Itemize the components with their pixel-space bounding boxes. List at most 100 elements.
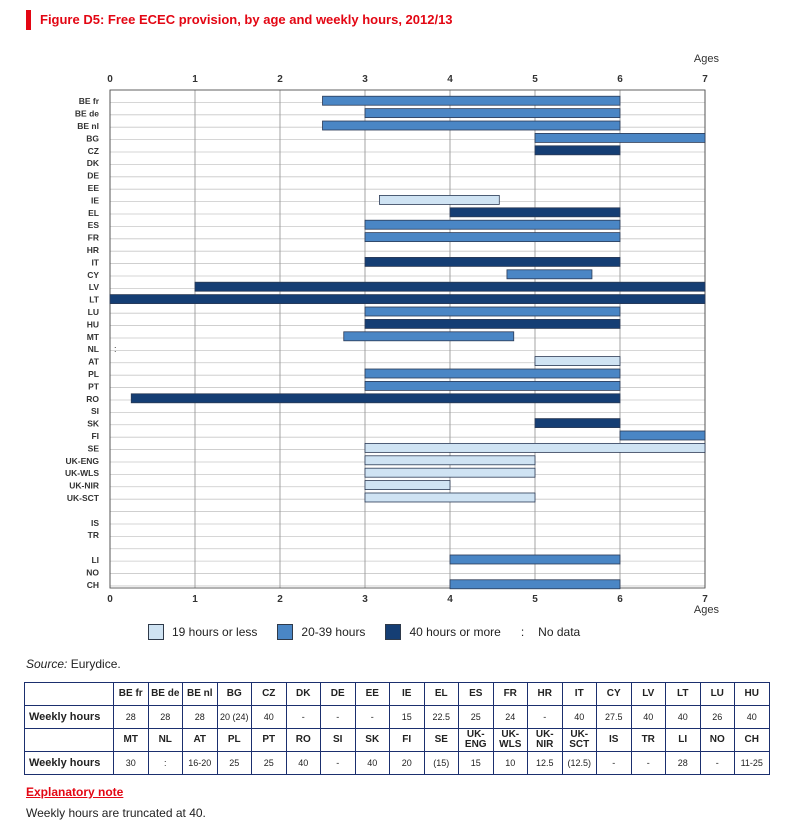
row-label: ES bbox=[88, 220, 100, 230]
range-bar-fi bbox=[619, 430, 706, 441]
row-label: FI bbox=[91, 431, 99, 441]
source-text: Eurydice. bbox=[70, 657, 121, 671]
row-label: HU bbox=[87, 319, 99, 329]
table-header-cell: SE bbox=[423, 728, 459, 752]
legend-label: 20-39 hours bbox=[301, 625, 366, 639]
row-label: DK bbox=[87, 158, 100, 168]
table-value-cell: 40 bbox=[354, 751, 390, 775]
top-tick-label: 7 bbox=[702, 74, 708, 85]
row-label: NL bbox=[88, 344, 99, 354]
table-value-cell: 16-20 bbox=[182, 751, 218, 775]
bottom-tick-label: 4 bbox=[447, 594, 453, 605]
row-label: CH bbox=[87, 580, 99, 590]
range-bar-pt bbox=[364, 380, 621, 391]
row-label: SK bbox=[87, 419, 100, 429]
row-label: DE bbox=[87, 171, 99, 181]
row-label: LI bbox=[91, 555, 99, 565]
table-header-cell: UK-WLS bbox=[492, 728, 528, 752]
table-value-cell: - bbox=[285, 705, 321, 729]
table-header-cell: FR bbox=[492, 682, 528, 706]
range-bar-el bbox=[449, 207, 621, 218]
table-row-label: Weekly hours bbox=[24, 751, 114, 775]
table-header-cell: CH bbox=[734, 728, 770, 752]
row-label: IE bbox=[91, 195, 99, 205]
range-bar-be-nl bbox=[322, 120, 621, 131]
explanatory-note-title: Explanatory note bbox=[26, 785, 124, 799]
table-row-label: Weekly hours bbox=[24, 705, 114, 729]
table-value-cell: - bbox=[527, 705, 563, 729]
legend-label: 40 hours or more bbox=[409, 625, 501, 639]
table-value-cell: 28 bbox=[147, 705, 183, 729]
table-row: Weekly hours 28 28 28 20 (24) 40- - -15 22.5 25 24… bbox=[24, 705, 770, 729]
row-label: TR bbox=[88, 530, 99, 540]
range-bar-bg bbox=[534, 133, 706, 143]
legend-swatch bbox=[385, 624, 402, 640]
range-bar-li bbox=[449, 554, 621, 565]
legend-swatch bbox=[148, 624, 164, 640]
table-header-cell: ES bbox=[458, 682, 494, 706]
range-bar-uk-nir bbox=[364, 480, 451, 490]
row-label: EL bbox=[88, 208, 99, 218]
row-label: UK-WLS bbox=[65, 468, 99, 478]
range-bar-cy bbox=[506, 269, 593, 280]
weekly-hours-table: BE fr BE de BE nl BG CZ DK DE EE IE EL ES FR HR IT CY L… bbox=[24, 682, 770, 775]
explanatory-note-text: Weekly hours are truncated at 40. bbox=[26, 806, 206, 820]
legend: 19 hours or less 20-39 hours 40 hours or m… bbox=[148, 624, 600, 640]
top-tick-label: 5 bbox=[532, 74, 538, 85]
table-header-cell: NL bbox=[147, 728, 183, 752]
row-label: PT bbox=[88, 381, 100, 391]
table-value-cell: 28 bbox=[113, 705, 149, 729]
table-value-cell: 22.5 bbox=[423, 705, 459, 729]
table-header-cell: BG bbox=[216, 682, 252, 706]
table-value-cell: (12.5) bbox=[561, 751, 597, 775]
table-header-cell: IS bbox=[596, 728, 632, 752]
table-value-cell: 40 bbox=[251, 705, 287, 729]
row-label: UK-ENG bbox=[65, 456, 99, 466]
table-header-cell: UK-SCT bbox=[561, 728, 597, 752]
range-bar-be-de bbox=[364, 108, 621, 119]
row-label: IT bbox=[91, 257, 99, 267]
no-data-symbol: : bbox=[520, 625, 525, 639]
top-tick-label: 6 bbox=[617, 74, 623, 85]
table-value-cell: 40 bbox=[285, 751, 321, 775]
legend-item-nodata: : No data bbox=[521, 625, 580, 639]
table-header-cell: BE de bbox=[147, 682, 183, 706]
table-value-cell: 15 bbox=[458, 751, 494, 775]
table-header-cell: UK-NIR bbox=[527, 728, 563, 752]
table-value-cell: 25 bbox=[251, 751, 287, 775]
table-header-cell: SI bbox=[320, 728, 356, 752]
range-bar-it bbox=[364, 257, 621, 267]
table-header-cell: NO bbox=[699, 728, 735, 752]
bottom-tick-label: 0 bbox=[107, 594, 113, 605]
table-value-cell: 27.5 bbox=[596, 705, 632, 729]
bottom-tick-label: 2 bbox=[277, 594, 283, 605]
no-data-marker: : bbox=[114, 344, 117, 354]
table-value-cell: 10 bbox=[492, 751, 528, 775]
row-label: BE de bbox=[75, 109, 99, 119]
range-bar-uk-wls bbox=[364, 467, 536, 478]
table-header-cell: LI bbox=[665, 728, 701, 752]
top-tick-label: 2 bbox=[277, 74, 283, 85]
row-label: AT bbox=[88, 357, 100, 367]
range-bar-hu bbox=[364, 319, 621, 329]
row-label: IS bbox=[91, 518, 99, 528]
table-header-cell: IT bbox=[561, 682, 597, 706]
table-header-cell: DE bbox=[320, 682, 356, 706]
table-value-cell: 20 bbox=[389, 751, 425, 775]
table-value-cell: - bbox=[320, 705, 356, 729]
table-header-row: BE fr BE de BE nl BG CZ DK DE EE IE EL ES FR HR IT CY L… bbox=[24, 682, 770, 706]
table-value-cell: 28 bbox=[665, 751, 701, 775]
range-bar-be-fr bbox=[322, 95, 621, 106]
table-header-cell: AT bbox=[182, 728, 218, 752]
range-bar-mt bbox=[343, 331, 515, 342]
table-header-cell: CZ bbox=[251, 682, 287, 706]
row-label: CZ bbox=[88, 146, 99, 156]
table-value-cell: 24 bbox=[492, 705, 528, 729]
row-label: NO bbox=[86, 567, 99, 577]
table-header-cell: BE nl bbox=[182, 682, 218, 706]
title-accent-bar bbox=[26, 10, 31, 30]
legend-item-high: 40 hours or more bbox=[385, 624, 501, 640]
table-value-cell: - bbox=[354, 705, 390, 729]
table-corner-cell bbox=[24, 728, 114, 752]
table-value-cell: - bbox=[699, 751, 735, 775]
